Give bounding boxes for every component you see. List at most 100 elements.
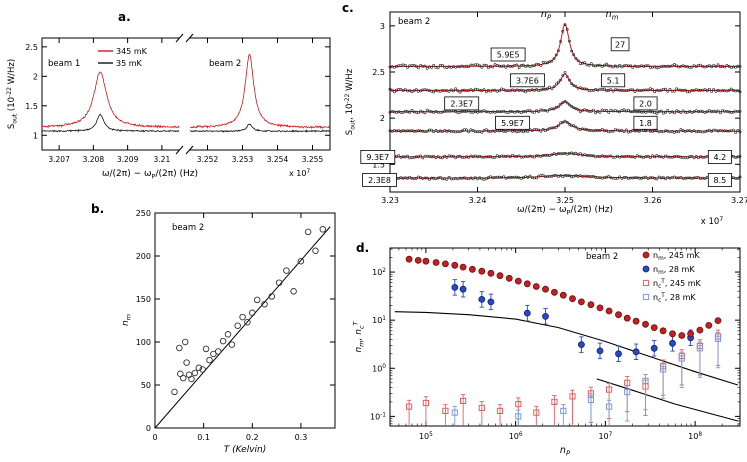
svg-text:3.254: 3.254 xyxy=(267,155,289,164)
n_P-value-box xyxy=(495,115,530,130)
svg-text:nm, ncT: nm, ncT xyxy=(352,320,366,352)
panel-c-stacked-spectra: 1.5 2 2.5 3 3.23 3.24 3.25 3.26 3.27 5.9E5 27 3.7E6… xyxy=(344,9,747,227)
svg-text:0: 0 xyxy=(146,424,151,433)
svg-text:nm: nm xyxy=(606,9,619,22)
svg-text:nP: nP xyxy=(560,445,571,458)
svg-text:106: 106 xyxy=(509,432,523,441)
legend-marker-3 xyxy=(642,293,650,301)
legend-marker-0 xyxy=(642,251,650,259)
trace-4: 9.3E7 4.2 xyxy=(360,149,742,164)
svg-text:2.5: 2.5 xyxy=(372,68,385,77)
svg-text:8.5: 8.5 xyxy=(714,176,727,185)
svg-text:0: 0 xyxy=(152,433,157,442)
svg-text:1: 1 xyxy=(33,131,38,140)
panel-b-temperature-scatter: 0 50 100 150 200 250 0 0.1 0.2 0.3 beam 2 T (Kelvin… xyxy=(121,209,336,455)
theory-curve-0 xyxy=(394,311,739,386)
svg-text:200: 200 xyxy=(136,252,151,261)
svg-text:250: 250 xyxy=(136,209,151,218)
panel-c-label: c. xyxy=(342,1,354,15)
svg-text:3: 3 xyxy=(380,22,385,31)
n_m-value-box xyxy=(707,149,732,164)
panel-d-loglog-scatter: 105 106 107 108 10-1 100 101 102 beam 2 nm, 245 m… xyxy=(352,247,741,458)
svg-text:345 mK: 345 mK xyxy=(116,47,148,56)
svg-text:2.3E8: 2.3E8 xyxy=(368,176,391,185)
svg-text:4.2: 4.2 xyxy=(714,153,727,162)
svg-text:50: 50 xyxy=(141,381,151,390)
svg-text:101: 101 xyxy=(372,316,386,325)
n_m-value-box xyxy=(610,37,630,52)
axes-d xyxy=(389,247,741,427)
svg-text:1.5: 1.5 xyxy=(372,160,385,169)
series-3 xyxy=(451,332,722,425)
svg-text:105: 105 xyxy=(419,432,433,441)
n_P-value-box xyxy=(490,47,526,62)
spectrum-0-hot xyxy=(41,71,180,129)
n_P-value-box xyxy=(509,73,545,88)
svg-text:0.2: 0.2 xyxy=(246,433,259,442)
svg-text:ncT, 245 mK: ncT, 245 mK xyxy=(653,279,702,290)
svg-text:10-1: 10-1 xyxy=(370,412,386,421)
fit-line xyxy=(154,226,331,429)
svg-text:Sout, 10-22 W/Hz: Sout, 10-22 W/Hz xyxy=(344,68,357,135)
trace-3: 5.9E7 1.8 xyxy=(388,115,742,134)
svg-text:102: 102 xyxy=(372,268,386,277)
svg-text:nm: nm xyxy=(121,314,133,326)
svg-text:0.1: 0.1 xyxy=(197,433,210,442)
svg-text:nm, 245 mK: nm, 245 mK xyxy=(653,251,700,262)
svg-text:3.208: 3.208 xyxy=(83,155,105,164)
panel-b-label: b. xyxy=(91,202,105,216)
svg-text:100: 100 xyxy=(372,364,386,373)
legend-marker-1 xyxy=(642,265,650,273)
legend-marker-2 xyxy=(642,279,650,287)
svg-text:3.255: 3.255 xyxy=(302,155,324,164)
axes-a: 1 1.5 2 2.5 3.207 3.208 3.209 3.21 3.252 3.253 3.2… xyxy=(25,33,331,164)
svg-text:ncT, 28 mK: ncT, 28 mK xyxy=(653,293,696,304)
n_m-value-box xyxy=(633,115,658,130)
n_P-value-box xyxy=(362,173,397,187)
svg-text:3.24: 3.24 xyxy=(469,196,487,205)
svg-text:x 107: x 107 xyxy=(701,216,724,227)
svg-text:Sout (10-22 W/Hz): Sout (10-22 W/Hz) xyxy=(6,59,19,129)
axes-b xyxy=(154,212,336,429)
svg-text:nP: nP xyxy=(541,9,552,22)
svg-text:3.253: 3.253 xyxy=(232,155,254,164)
panel-a-spectra-chart: 1 1.5 2 2.5 3.207 3.208 3.209 3.21 3.252 3.253 3.2… xyxy=(6,33,331,181)
spectrum-1-cold xyxy=(189,123,331,133)
panel-d-label: d. xyxy=(356,241,370,255)
trace-5: 2.3E8 8.5 xyxy=(362,173,742,187)
svg-text:2: 2 xyxy=(380,114,385,123)
svg-text:3.27: 3.27 xyxy=(731,196,747,205)
svg-text:27: 27 xyxy=(615,40,625,49)
svg-text:3.252: 3.252 xyxy=(197,155,219,164)
n_m-value-box xyxy=(601,73,626,88)
svg-text:3.209: 3.209 xyxy=(117,155,139,164)
svg-text:x 107: x 107 xyxy=(289,169,310,178)
svg-text:150: 150 xyxy=(136,295,151,304)
svg-text:108: 108 xyxy=(688,432,702,441)
svg-text:3.207: 3.207 xyxy=(48,155,70,164)
trace-0: 5.9E5 27 xyxy=(388,22,742,70)
svg-text:3.25: 3.25 xyxy=(556,196,574,205)
panel-a-label: a. xyxy=(118,10,131,24)
svg-text:beam 2: beam 2 xyxy=(209,59,241,69)
n_m-value-box xyxy=(707,173,732,187)
series-0 xyxy=(405,255,722,339)
svg-text:2.0: 2.0 xyxy=(639,99,652,108)
svg-text:100: 100 xyxy=(136,338,151,347)
svg-text:5.9E7: 5.9E7 xyxy=(501,119,524,128)
svg-text:1.5: 1.5 xyxy=(25,102,38,111)
n_m-value-box xyxy=(633,96,658,111)
svg-text:ω/(2π) − ωP/(2π) (Hz): ω/(2π) − ωP/(2π) (Hz) xyxy=(517,205,613,217)
svg-text:2.5: 2.5 xyxy=(25,43,38,52)
svg-text:0.3: 0.3 xyxy=(295,433,308,442)
svg-text:beam 2: beam 2 xyxy=(398,17,430,27)
svg-text:2: 2 xyxy=(33,72,38,81)
svg-text:3.21: 3.21 xyxy=(154,155,171,164)
svg-text:35 mK: 35 mK xyxy=(116,59,143,68)
trace-2: 2.3E7 2.0 xyxy=(388,96,742,115)
svg-text:3.7E6: 3.7E6 xyxy=(516,76,539,85)
svg-text:3.23: 3.23 xyxy=(381,196,399,205)
n_P-value-box xyxy=(360,149,396,164)
svg-text:2.3E7: 2.3E7 xyxy=(450,99,473,108)
